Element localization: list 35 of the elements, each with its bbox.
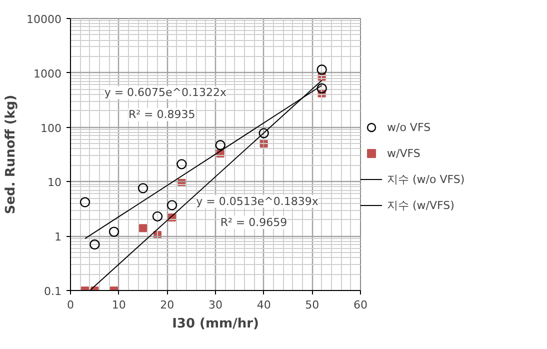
y-tick-label: 10 bbox=[48, 176, 62, 190]
point bbox=[80, 197, 90, 208]
x-axis-title: I30 (mm/hr) bbox=[172, 316, 259, 332]
x-tick-label: 50 bbox=[305, 298, 320, 312]
point bbox=[176, 159, 187, 170]
x-tick-label: 40 bbox=[256, 298, 271, 312]
y-tick-label: 0.1 bbox=[44, 285, 62, 298]
point bbox=[316, 83, 327, 94]
x-tick-label: 0 bbox=[67, 298, 74, 312]
annotation: y = 0.6075e^0.1322x bbox=[104, 86, 228, 100]
point bbox=[138, 183, 148, 194]
annotation: y = 0.0513e^0.1839x bbox=[196, 194, 319, 208]
point bbox=[215, 140, 226, 150]
point bbox=[90, 239, 100, 250]
legend-label: 지수 (w/o VFS) bbox=[387, 172, 465, 186]
y-tick-label: 10000 bbox=[26, 13, 62, 26]
y-tick-label: 1000 bbox=[34, 67, 62, 80]
x-tick-label: 30 bbox=[208, 298, 222, 312]
x-tick-label: 20 bbox=[160, 298, 174, 312]
point bbox=[258, 128, 269, 138]
x-tick-label: 10 bbox=[112, 298, 126, 312]
y-tick-label: 100 bbox=[40, 122, 62, 135]
annotation: R² = 0.9659 bbox=[220, 216, 288, 230]
annotation: R² = 0.8935 bbox=[128, 108, 196, 122]
point bbox=[152, 211, 163, 222]
x-tick-label: 60 bbox=[354, 298, 368, 312]
point bbox=[139, 224, 147, 232]
legend-label: 지수 (w/VFS) bbox=[387, 198, 454, 212]
point bbox=[316, 64, 327, 75]
y-tick-label: 1 bbox=[54, 230, 62, 244]
point bbox=[166, 200, 178, 210]
legend-label: w/o VFS bbox=[387, 120, 431, 134]
point bbox=[108, 226, 120, 237]
legend-label: w/VFS bbox=[387, 146, 420, 160]
y-axis-title: Sed. Runoff (kg) bbox=[4, 94, 19, 214]
